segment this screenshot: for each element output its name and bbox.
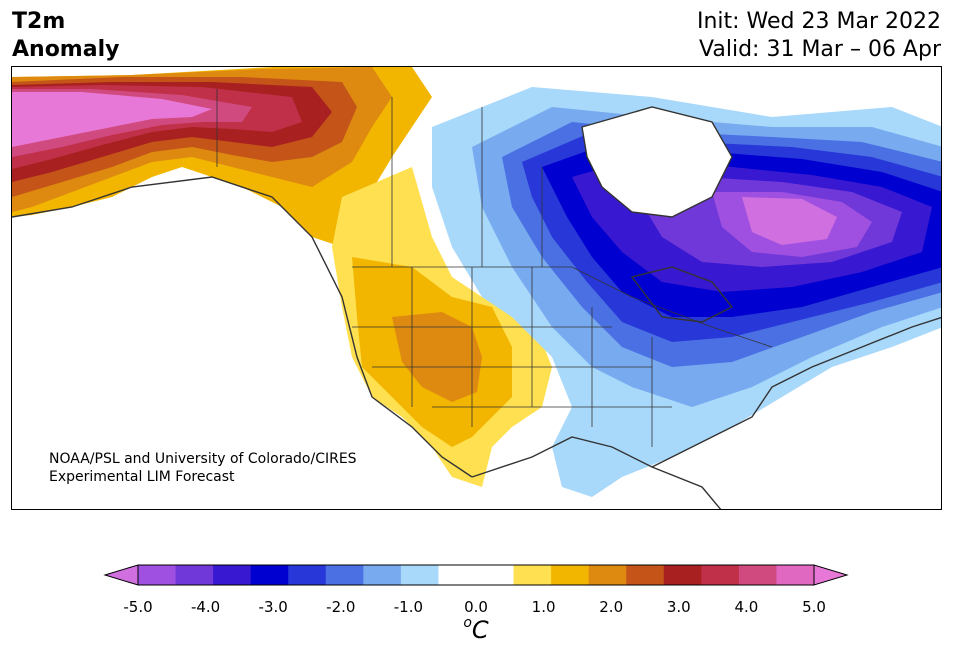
colorbar-over-arrow bbox=[813, 564, 849, 586]
colorbar-segments bbox=[138, 565, 815, 585]
political-borders bbox=[216, 89, 773, 447]
colorbar bbox=[103, 564, 849, 586]
colorbar-segment bbox=[438, 565, 477, 585]
colorbar-tick-label: -2.0 bbox=[326, 598, 356, 616]
colorbar-tick-label: 3.0 bbox=[666, 598, 691, 616]
colorbar-segment bbox=[551, 565, 590, 585]
colorbar-segment bbox=[701, 565, 740, 585]
coastlines bbox=[12, 106, 941, 509]
colorbar-ticks: -5.0 -4.0 -3.0 -2.0 -1.0 0.0 1.0 2.0 3.0 4.0 5.0 bbox=[0, 598, 953, 618]
colorbar-segment bbox=[663, 565, 702, 585]
date-info: Init: Wed 23 Mar 2022 Valid: 31 Mar – 06… bbox=[697, 8, 941, 64]
colorbar-unit: oC bbox=[463, 615, 489, 644]
colorbar-tick-label: 1.0 bbox=[531, 598, 556, 616]
colorbar-tick-label: -3.0 bbox=[258, 598, 288, 616]
colorbar-outline bbox=[137, 564, 815, 586]
colorbar-tick-label: 5.0 bbox=[802, 598, 826, 616]
unit-degree: o bbox=[463, 615, 472, 631]
colorbar-segment bbox=[213, 565, 252, 585]
colorbar-segment bbox=[476, 565, 515, 585]
colorbar-segment bbox=[325, 565, 364, 585]
colorbar-segment bbox=[776, 565, 815, 585]
credit-line-2: Experimental LIM Forecast bbox=[49, 469, 235, 485]
credit-line-1: NOAA/PSL and University of Colorado/CIRE… bbox=[49, 451, 357, 467]
init-date: Init: Wed 23 Mar 2022 bbox=[696, 9, 941, 34]
colorbar-segment bbox=[250, 565, 289, 585]
colorbar-tick-label: -1.0 bbox=[393, 598, 424, 616]
map-panel bbox=[11, 66, 942, 510]
anomaly-map bbox=[12, 67, 941, 509]
colorbar-segment bbox=[138, 565, 177, 585]
title-line-2: Anomaly bbox=[12, 37, 120, 62]
valid-dates: Valid: 31 Mar – 06 Apr bbox=[699, 37, 941, 62]
colorbar-segment bbox=[400, 565, 439, 585]
colorbar-segment bbox=[175, 565, 214, 585]
colorbar-segment bbox=[513, 565, 552, 585]
colorbar-tick-label: 2.0 bbox=[599, 598, 624, 616]
hudson-bay bbox=[582, 107, 732, 217]
colorbar-tick-label: 0.0 bbox=[464, 598, 488, 616]
colorbar-tick-label: -5.0 bbox=[123, 598, 153, 616]
map-title: T2m Anomaly bbox=[12, 8, 119, 64]
credit-text: NOAA/PSL and University of Colorado/CIRE… bbox=[49, 450, 357, 486]
colorbar-under-arrow bbox=[103, 564, 139, 586]
colorbar-segment bbox=[738, 565, 777, 585]
colorbar-tick-label: 4.0 bbox=[734, 598, 759, 616]
unit-letter: C bbox=[471, 616, 489, 644]
title-line-1: T2m bbox=[12, 9, 66, 34]
colorbar-segment bbox=[588, 565, 627, 585]
colorbar-segment bbox=[363, 565, 402, 585]
colorbar-segment bbox=[626, 565, 665, 585]
colorbar-tick-label: -4.0 bbox=[190, 598, 221, 616]
colorbar-segment bbox=[288, 565, 327, 585]
